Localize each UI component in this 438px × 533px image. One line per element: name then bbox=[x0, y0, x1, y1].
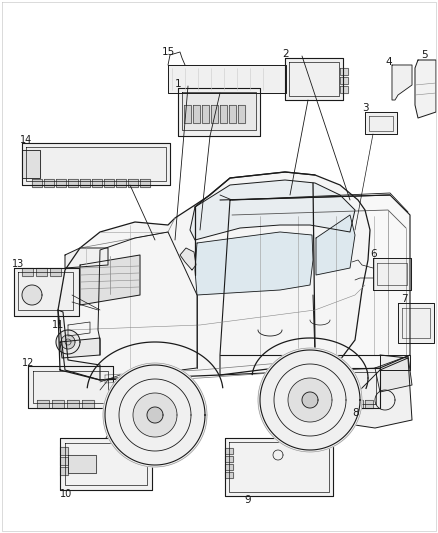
Polygon shape bbox=[178, 88, 260, 136]
Text: 4: 4 bbox=[386, 57, 392, 67]
Polygon shape bbox=[315, 400, 323, 408]
Polygon shape bbox=[128, 179, 138, 187]
Polygon shape bbox=[380, 355, 410, 370]
Polygon shape bbox=[60, 467, 68, 475]
Polygon shape bbox=[104, 179, 114, 187]
Polygon shape bbox=[238, 105, 245, 123]
Polygon shape bbox=[22, 143, 170, 185]
Polygon shape bbox=[202, 105, 209, 123]
Polygon shape bbox=[258, 348, 362, 452]
Polygon shape bbox=[65, 248, 108, 268]
Polygon shape bbox=[288, 368, 380, 408]
Text: 5: 5 bbox=[420, 50, 427, 60]
Polygon shape bbox=[225, 456, 233, 462]
Polygon shape bbox=[103, 363, 207, 467]
Polygon shape bbox=[392, 65, 412, 100]
Polygon shape bbox=[52, 400, 64, 408]
Text: 10: 10 bbox=[60, 489, 72, 499]
Text: 9: 9 bbox=[245, 495, 251, 505]
Polygon shape bbox=[133, 393, 177, 437]
Polygon shape bbox=[61, 335, 75, 349]
Polygon shape bbox=[22, 285, 42, 305]
Text: 15: 15 bbox=[161, 47, 175, 57]
Polygon shape bbox=[68, 179, 78, 187]
Text: 8: 8 bbox=[353, 408, 359, 418]
Polygon shape bbox=[58, 310, 100, 380]
Polygon shape bbox=[56, 330, 80, 354]
Polygon shape bbox=[316, 215, 355, 275]
Polygon shape bbox=[415, 60, 436, 118]
Polygon shape bbox=[50, 268, 61, 276]
Polygon shape bbox=[302, 392, 318, 408]
Polygon shape bbox=[340, 86, 348, 93]
Polygon shape bbox=[36, 268, 47, 276]
Polygon shape bbox=[22, 268, 33, 276]
Polygon shape bbox=[182, 92, 256, 130]
Polygon shape bbox=[193, 105, 200, 123]
Text: 1: 1 bbox=[175, 79, 181, 89]
Polygon shape bbox=[116, 179, 126, 187]
Polygon shape bbox=[80, 255, 140, 305]
Polygon shape bbox=[60, 338, 100, 358]
Text: 14: 14 bbox=[20, 135, 32, 145]
Polygon shape bbox=[335, 400, 343, 408]
Polygon shape bbox=[288, 378, 332, 422]
Polygon shape bbox=[60, 457, 68, 465]
Polygon shape bbox=[375, 356, 412, 392]
Polygon shape bbox=[398, 303, 434, 343]
Polygon shape bbox=[365, 400, 373, 408]
Polygon shape bbox=[211, 105, 218, 123]
Text: 7: 7 bbox=[401, 294, 407, 304]
Polygon shape bbox=[14, 268, 79, 316]
Polygon shape bbox=[22, 150, 40, 178]
Polygon shape bbox=[325, 400, 333, 408]
Polygon shape bbox=[92, 179, 102, 187]
Polygon shape bbox=[355, 358, 412, 428]
Polygon shape bbox=[60, 447, 68, 455]
Polygon shape bbox=[340, 68, 348, 75]
Polygon shape bbox=[355, 400, 363, 408]
Polygon shape bbox=[220, 195, 410, 375]
Text: 3: 3 bbox=[362, 103, 368, 113]
Polygon shape bbox=[82, 400, 94, 408]
Polygon shape bbox=[295, 400, 303, 408]
Polygon shape bbox=[37, 400, 49, 408]
Polygon shape bbox=[140, 179, 150, 187]
Polygon shape bbox=[168, 65, 286, 93]
Polygon shape bbox=[365, 112, 397, 134]
Polygon shape bbox=[58, 172, 370, 380]
Polygon shape bbox=[225, 472, 233, 478]
Text: 13: 13 bbox=[12, 259, 24, 269]
Polygon shape bbox=[56, 179, 66, 187]
Text: 6: 6 bbox=[371, 249, 377, 259]
Polygon shape bbox=[373, 258, 411, 290]
Polygon shape bbox=[80, 179, 90, 187]
Polygon shape bbox=[28, 366, 113, 408]
Polygon shape bbox=[67, 400, 79, 408]
Polygon shape bbox=[190, 180, 355, 240]
Polygon shape bbox=[225, 464, 233, 470]
Polygon shape bbox=[184, 105, 191, 123]
Polygon shape bbox=[225, 438, 333, 496]
Polygon shape bbox=[32, 179, 42, 187]
Text: 11: 11 bbox=[52, 320, 64, 330]
Polygon shape bbox=[60, 438, 152, 490]
Polygon shape bbox=[147, 407, 163, 423]
Text: 12: 12 bbox=[22, 358, 34, 368]
Polygon shape bbox=[220, 105, 227, 123]
Polygon shape bbox=[180, 248, 196, 270]
Text: 2: 2 bbox=[283, 49, 290, 59]
Polygon shape bbox=[285, 58, 343, 100]
Polygon shape bbox=[229, 105, 236, 123]
Polygon shape bbox=[305, 400, 313, 408]
Polygon shape bbox=[44, 179, 54, 187]
Polygon shape bbox=[340, 77, 348, 84]
Polygon shape bbox=[68, 455, 96, 473]
Polygon shape bbox=[225, 448, 233, 454]
Polygon shape bbox=[195, 232, 313, 295]
Polygon shape bbox=[345, 400, 353, 408]
Polygon shape bbox=[68, 322, 90, 336]
